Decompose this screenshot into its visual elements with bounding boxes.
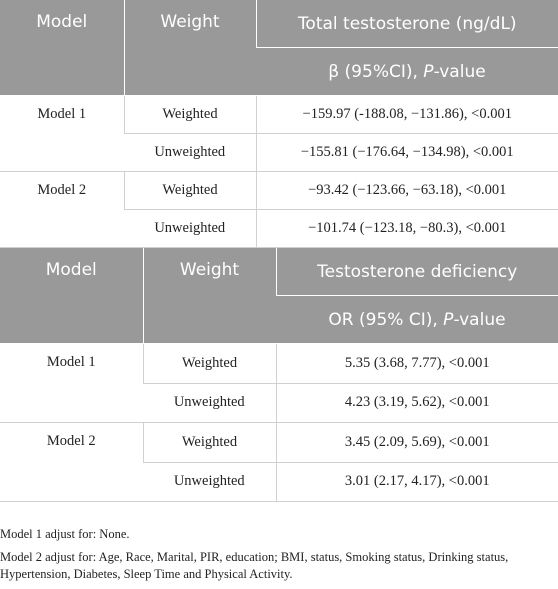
weight-cell: Weighted (123, 171, 256, 210)
footnotes: Model 1 adjust for: None. Model 2 adjust … (0, 526, 556, 589)
weight-cell: Unweighted (143, 462, 276, 502)
header-cell: OR (95% CI), P-value (276, 295, 558, 344)
header-text: -value (433, 61, 486, 82)
header-cell: Model (0, 0, 124, 96)
header-cell: Testosterone deficiency (275, 248, 558, 296)
weight-cell: Weighted (142, 422, 276, 463)
header-cell: Model (0, 248, 143, 344)
header-text: OR (95% CI), (328, 309, 444, 330)
header-text: P (443, 309, 454, 330)
result-cell: 3.45 (2.09, 5.69), <0.001 (275, 422, 558, 463)
weight-cell: Unweighted (124, 209, 256, 248)
model-cell: Model 2 (0, 422, 143, 502)
result-cell: −159.97 (-188.08, −131.86), <0.001 (255, 95, 558, 134)
model-cell: Model 1 (0, 95, 124, 172)
tables: Model Weight Total testosterone (ng/dL) β (… (0, 0, 558, 502)
table-row: Unweighted 4.23 (3.19, 5.62), <0.001 (0, 383, 558, 423)
table-row: Unweighted 3.01 (2.17, 4.17), <0.001 (0, 462, 558, 502)
header-cell: Total testosterone (ng/dL) (255, 0, 558, 48)
table-row: Unweighted −155.81 (−176.64, −134.98), <0… (0, 133, 558, 172)
table-row: Unweighted −101.74 (−123.18, −80.3), <0.0… (0, 209, 558, 248)
header-cell: Weight (142, 248, 276, 344)
header-text: -value (453, 309, 506, 330)
header-row: β (95%CI), P-value (0, 47, 558, 96)
footnote: Model 2 adjust for: Age, Race, Marital, … (0, 550, 509, 581)
header-text: β (95%CI), (328, 61, 424, 82)
header-text: P (423, 61, 434, 82)
model-cell: Model 2 (0, 171, 124, 248)
data-table: Model Weight Total testosterone (ng/dL) β (… (0, 0, 558, 248)
weight-cell: Unweighted (124, 133, 256, 172)
weight-cell: Unweighted (143, 383, 276, 423)
weight-cell: Weighted (123, 95, 256, 134)
table-row: Model 1 Weighted −159.97 (-188.08, −131.86… (0, 95, 558, 172)
data-table: Model Weight Testosterone deficiency OR (95… (0, 248, 558, 502)
header-cell: Weight (123, 0, 256, 96)
result-cell: −93.42 (−123.66, −63.18), <0.001 (255, 171, 558, 210)
footnote: Model 1 adjust for: None. (0, 527, 130, 541)
result-cell: 5.35 (3.68, 7.77), <0.001 (275, 343, 558, 384)
result-cell: −155.81 (−176.64, −134.98), <0.001 (255, 133, 558, 172)
header-row: OR (95% CI), P-value (0, 295, 558, 344)
header-cell: β (95%CI), P-value (256, 47, 558, 96)
table-row: Model 1 Weighted 5.35 (3.68, 7.77), <0.001 (0, 343, 558, 423)
result-cell: −101.74 (−123.18, −80.3), <0.001 (255, 209, 558, 248)
weight-cell: Weighted (142, 343, 276, 384)
header-row: Model Weight Total testosterone (ng/dL) (0, 0, 558, 96)
result-cell: 4.23 (3.19, 5.62), <0.001 (275, 383, 558, 423)
header-row: Model Weight Testosterone deficiency (0, 248, 558, 344)
model-cell: Model 1 (0, 343, 143, 423)
result-cell: 3.01 (2.17, 4.17), <0.001 (275, 462, 558, 502)
table-row: Model 2 Weighted 3.45 (2.09, 5.69), <0.001 (0, 422, 558, 502)
table-row: Model 2 Weighted −93.42 (−123.66, −63.18),… (0, 171, 558, 248)
